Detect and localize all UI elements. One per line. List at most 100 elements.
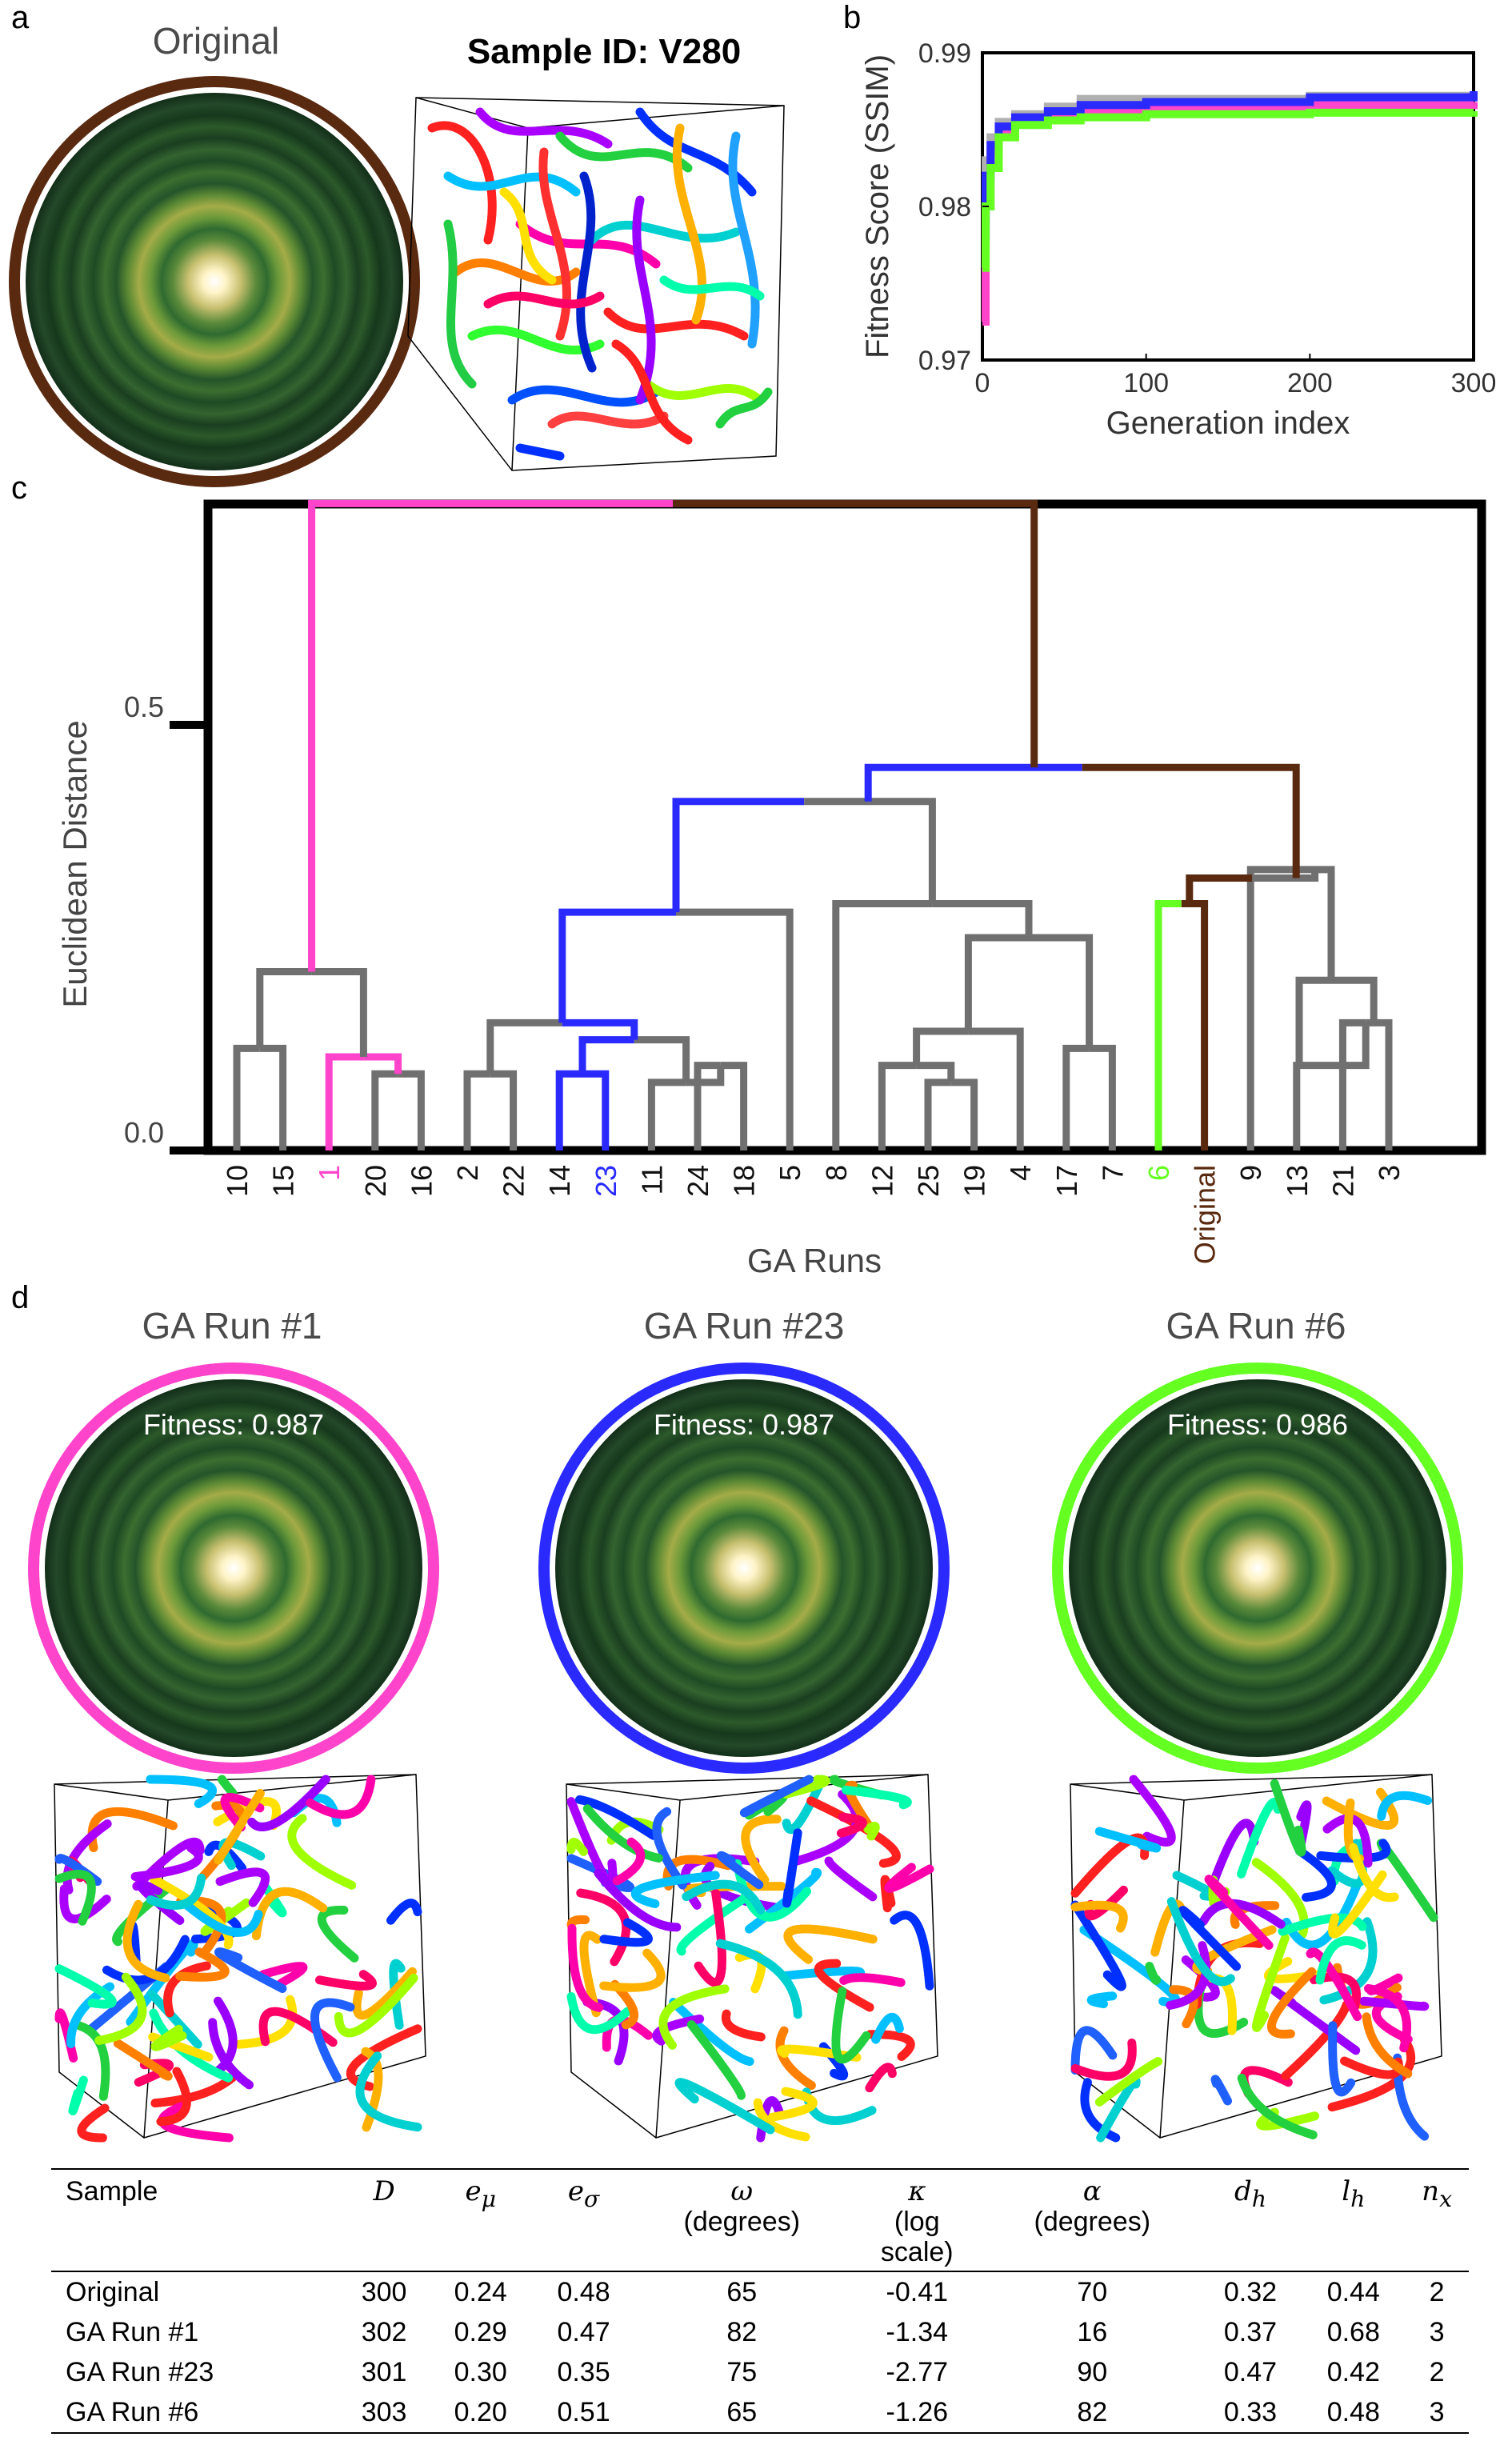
- dendrogram-leaf-label: 17: [1050, 1165, 1083, 1197]
- original-diffraction-rings: [26, 93, 403, 470]
- run6-fiber-volume: [1070, 1774, 1442, 2143]
- table-cell: 75: [726, 2356, 758, 2387]
- fiber: [1267, 1967, 1317, 2039]
- fiber: [150, 2072, 238, 2108]
- fiber: [599, 1918, 653, 1947]
- fiber: [1145, 1962, 1161, 1985]
- original-ring-border: [9, 76, 420, 487]
- dendrogram-leaf-label: 25: [912, 1165, 945, 1197]
- dendrogram-leaf-label: 9: [1234, 1165, 1267, 1181]
- dendrogram-branch: [913, 1027, 969, 1066]
- dendrogram-leaf-label: 11: [635, 1165, 668, 1194]
- dendrogram-xlabel: GA Runs: [747, 1242, 882, 1279]
- dendrogram-branch: [1338, 1018, 1366, 1150]
- table-cell: 303: [338, 2392, 430, 2434]
- fiber: [150, 2024, 187, 2051]
- dendrogram-branch: [832, 899, 933, 1150]
- panel-label-c: c: [11, 470, 27, 506]
- fiber: [715, 1939, 802, 2019]
- fiber: [247, 1775, 330, 1831]
- fiber: [1086, 1991, 1118, 2009]
- fiber: [1204, 1819, 1259, 1900]
- fiber: [175, 1947, 230, 1982]
- fiber: [214, 1947, 287, 1993]
- dendrogram-branch: [1154, 899, 1182, 1150]
- fitness-xtick-label: 200: [1287, 368, 1333, 398]
- fiber: [1349, 1843, 1399, 1903]
- dendrogram-branch: [673, 499, 1038, 768]
- dendrogram-branch: [259, 1044, 287, 1150]
- fiber: [566, 1854, 635, 1893]
- fiber: [1178, 1906, 1242, 1971]
- dendrogram-branch: [1082, 763, 1300, 878]
- fiber: [669, 1998, 754, 2067]
- run23-fitness: Fitness: 0.987: [653, 1408, 835, 1441]
- fiber: [782, 1828, 802, 1908]
- fitness-ylabel: Fitness Score (SSIM): [860, 54, 895, 358]
- parameter-table: Sample D eμ eσ ω (degrees) κ (log scale) α(…: [51, 2168, 1469, 2434]
- fiber: [1129, 1775, 1176, 1847]
- fitness-ytick-label: 0.98: [918, 192, 971, 222]
- col-l-h: lh: [1342, 2175, 1366, 2212]
- fiber: [575, 1795, 658, 1840]
- run23-ring-border: [538, 1363, 950, 1774]
- fitness-series-line-3: [982, 108, 1478, 272]
- run23-diffraction-rings: [555, 1379, 933, 1757]
- table-cell: 0.42: [1326, 2356, 1380, 2387]
- dendrogram-leaf-label: 19: [958, 1165, 991, 1197]
- run1-fiber-volume: [54, 1774, 426, 2143]
- fiber: [579, 1931, 602, 2018]
- dendrogram-leaf-label: 18: [728, 1165, 761, 1197]
- table-cell: 0.24: [429, 2271, 533, 2312]
- fiber: [782, 1775, 830, 1799]
- fiber: [1294, 1847, 1336, 1902]
- dendrogram-branch: [950, 1078, 978, 1150]
- table-row: Original 300 0.24 0.48 65 -0.41 70 0.32 0.44 2: [51, 2271, 1469, 2312]
- fiber: [150, 1875, 234, 1950]
- dendrogram-branch: [964, 934, 1029, 1032]
- fiber: [806, 1796, 901, 1868]
- dendrogram-branch: [490, 1070, 518, 1150]
- run6-diffraction-rings: [1069, 1379, 1446, 1757]
- table-cell: 0.37: [1223, 2316, 1278, 2347]
- fiber: [75, 2021, 110, 2101]
- dendrogram-leaf-label: 4: [1004, 1165, 1037, 1181]
- fiber: [306, 1775, 376, 1819]
- dendrogram-leaf-label: 14: [543, 1165, 576, 1197]
- fiber-bundle: [54, 1775, 422, 2143]
- fiber: [1319, 1917, 1378, 2005]
- dendrogram-branch: [1246, 866, 1291, 1150]
- dendrogram-branch: [486, 1018, 562, 1074]
- col-e-mu: eμ: [465, 2175, 496, 2212]
- fiber: [317, 1905, 359, 1963]
- fiber: [775, 2026, 816, 2091]
- col-n-x: nx: [1422, 2175, 1453, 2212]
- fiber: [1362, 2012, 1413, 2079]
- table-cell: 0.47: [557, 2316, 610, 2347]
- run23-fiber-volume: [566, 1774, 938, 2143]
- fiber: [594, 1868, 682, 1932]
- col-sample: Sample: [66, 2176, 158, 2207]
- fiber: [739, 1775, 814, 1818]
- fitness-series-line-1: [982, 101, 1478, 326]
- fiber: [824, 1856, 878, 1902]
- fiber: [59, 1884, 111, 1923]
- dendrogram-branch: [647, 1078, 686, 1150]
- dendrogram-branch: [1295, 976, 1378, 1066]
- dendrogram-leaf-label: 13: [1281, 1165, 1314, 1197]
- fiber: [212, 1996, 238, 2076]
- fiber: [741, 1815, 782, 1885]
- fiber: [310, 1998, 355, 2083]
- dendrogram-branch: [634, 1036, 690, 1082]
- dendrogram-ytick-label: 0.0: [124, 1116, 164, 1149]
- dendrogram-branch: [398, 1070, 425, 1150]
- fiber: [841, 1785, 912, 1810]
- fiber: [334, 1973, 418, 2038]
- fiber: [658, 1984, 730, 2050]
- original-fiber-volume: [407, 97, 785, 471]
- table-cell: 16: [1077, 2316, 1108, 2347]
- col-omega: ω (degrees): [683, 2175, 801, 2237]
- fiber: [831, 1987, 871, 2064]
- fiber-bundle: [566, 1775, 934, 2143]
